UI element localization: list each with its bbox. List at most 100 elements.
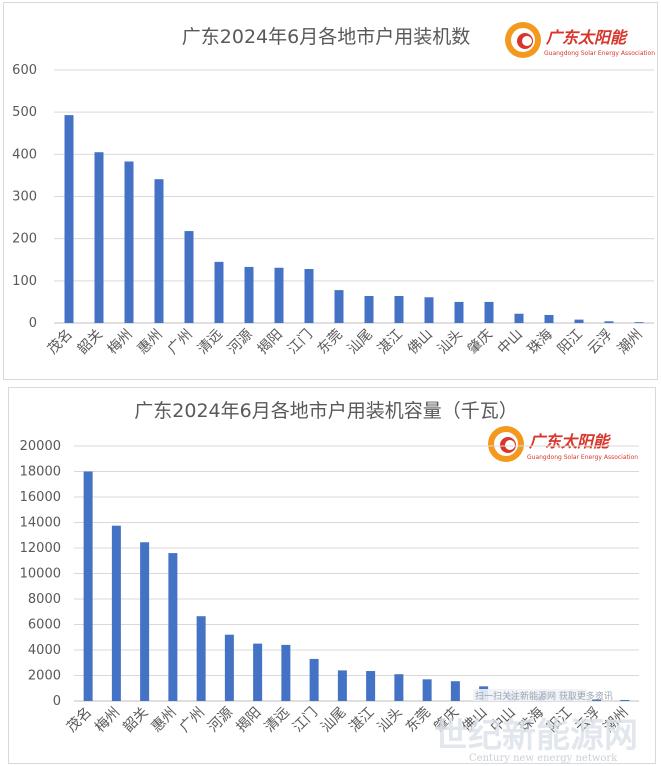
bar-肇庆 bbox=[450, 681, 460, 701]
bar-汕尾 bbox=[364, 296, 374, 323]
y-tick-label: 600 bbox=[12, 63, 37, 78]
bar-珠海 bbox=[544, 314, 554, 323]
y-tick-label: 100 bbox=[12, 274, 37, 289]
x-category-label: 阳江 bbox=[555, 327, 586, 358]
x-category-label: 梅州 bbox=[92, 705, 123, 736]
y-tick-label: 300 bbox=[12, 190, 37, 205]
association-logo: 广东太阳能 Guangdong Solar Energy Association bbox=[505, 22, 655, 58]
x-category-label: 惠州 bbox=[149, 705, 180, 736]
bar-潮州 bbox=[634, 322, 644, 323]
bar-清远 bbox=[214, 261, 224, 323]
y-tick-label: 0 bbox=[53, 694, 61, 709]
logo-subtitle: Guangdong Solar Energy Association bbox=[527, 454, 638, 461]
bar-汕头 bbox=[394, 674, 404, 701]
x-category-label: 茂名 bbox=[44, 326, 76, 358]
chart-title: 广东2024年6月各地市户用装机数 bbox=[182, 26, 470, 48]
bar-河源 bbox=[244, 266, 254, 323]
bar-湛江 bbox=[366, 671, 376, 701]
y-tick-label: 0 bbox=[29, 316, 37, 331]
watermark-banner: 扫一扫关注新能源网 获取更多资讯 bbox=[475, 690, 613, 702]
y-tick-label: 4000 bbox=[28, 643, 61, 658]
x-category-label: 佛山 bbox=[405, 327, 436, 358]
x-category-label: 肇庆 bbox=[465, 327, 496, 358]
bar-东莞 bbox=[334, 290, 344, 323]
bar-佛山 bbox=[424, 297, 434, 323]
x-category-label: 汕尾 bbox=[318, 705, 349, 736]
x-category-label: 清远 bbox=[262, 705, 293, 736]
bar-梅州 bbox=[111, 525, 121, 701]
watermark-en: Century new energy network bbox=[469, 753, 618, 764]
x-category-label: 广州 bbox=[177, 705, 208, 736]
x-category-label: 茂名 bbox=[63, 704, 95, 736]
x-category-label: 江门 bbox=[290, 705, 321, 736]
bar-汕尾 bbox=[337, 670, 347, 701]
bar-广州 bbox=[184, 231, 194, 323]
chart-title: 广东2024年6月各地市户用装机容量（千瓦） bbox=[134, 400, 517, 422]
y-tick-label: 500 bbox=[12, 105, 37, 120]
x-category-label: 广州 bbox=[165, 327, 196, 358]
x-category-label: 河源 bbox=[205, 705, 236, 736]
bar-江门 bbox=[309, 658, 319, 701]
y-tick-label: 400 bbox=[12, 147, 37, 162]
y-tick-label: 200 bbox=[12, 232, 37, 247]
watermark-cn: 世纪新能源网 bbox=[434, 716, 638, 756]
y-tick-label: 14000 bbox=[20, 516, 61, 531]
bar-广州 bbox=[196, 616, 206, 701]
bar-茂名 bbox=[83, 471, 93, 701]
bar-梅州 bbox=[124, 161, 134, 323]
bar-河源 bbox=[224, 634, 234, 701]
association-logo: 广东太阳能 Guangdong Solar Energy Association bbox=[488, 426, 638, 462]
logo-name: 广东太阳能 bbox=[545, 28, 628, 47]
bar-中山 bbox=[514, 313, 524, 323]
x-category-label: 汕头 bbox=[375, 705, 406, 736]
x-category-label: 湛江 bbox=[375, 327, 406, 358]
bar-江门 bbox=[304, 269, 314, 323]
y-tick-label: 10000 bbox=[20, 567, 61, 582]
y-tick-label: 6000 bbox=[28, 618, 61, 633]
x-category-label: 韶关 bbox=[75, 327, 106, 358]
bar-云浮 bbox=[604, 321, 614, 323]
chart-installations-capacity: 广东2024年6月各地市户用装机容量（千瓦） 广东太阳能 Guangdong S… bbox=[20, 400, 639, 764]
bar-韶关 bbox=[94, 152, 104, 323]
bar-肇庆 bbox=[484, 301, 494, 323]
x-category-label: 惠州 bbox=[135, 327, 166, 358]
y-tick-label: 8000 bbox=[28, 592, 61, 607]
bar-云浮 bbox=[592, 699, 602, 701]
site-watermark: 扫一扫关注新能源网 获取更多资讯 世纪新能源网 Century new ener… bbox=[434, 689, 638, 764]
x-category-label: 江门 bbox=[285, 327, 316, 358]
x-category-label: 揭阳 bbox=[255, 327, 286, 358]
x-category-label: 清远 bbox=[195, 327, 226, 358]
chart-installations-count: 广东2024年6月各地市户用装机数 广东太阳能 Guangdong Solar … bbox=[12, 22, 655, 358]
x-category-label: 汕尾 bbox=[345, 327, 376, 358]
x-category-label: 珠海 bbox=[525, 327, 556, 358]
bar-揭阳 bbox=[274, 267, 284, 323]
bar-惠州 bbox=[154, 179, 164, 323]
x-category-label: 云浮 bbox=[585, 327, 616, 358]
x-category-label: 河源 bbox=[225, 327, 256, 358]
bar-湛江 bbox=[394, 296, 404, 323]
x-category-label: 梅州 bbox=[105, 327, 136, 358]
y-tick-label: 12000 bbox=[20, 541, 61, 556]
x-category-label: 湛江 bbox=[346, 705, 377, 736]
bar-汕头 bbox=[454, 301, 464, 323]
logo-subtitle: Guangdong Solar Energy Association bbox=[544, 50, 655, 57]
x-category-label: 东莞 bbox=[315, 327, 346, 358]
chart-panel-capacity: 广东2024年6月各地市户用装机容量（千瓦） 广东太阳能 Guangdong S… bbox=[8, 387, 656, 764]
chart-panel-installations: 广东2024年6月各地市户用装机数 广东太阳能 Guangdong Solar … bbox=[3, 2, 658, 380]
bar-茂名 bbox=[64, 115, 74, 323]
bar-惠州 bbox=[168, 553, 178, 701]
bar-清远 bbox=[281, 644, 291, 701]
y-tick-label: 18000 bbox=[20, 465, 61, 480]
x-category-label: 韶关 bbox=[120, 705, 151, 736]
bar-韶关 bbox=[140, 542, 150, 701]
y-tick-label: 20000 bbox=[20, 439, 61, 454]
x-category-label: 东莞 bbox=[403, 705, 434, 736]
x-category-label: 汕头 bbox=[435, 327, 466, 358]
bar-揭阳 bbox=[253, 643, 263, 701]
logo-name: 广东太阳能 bbox=[528, 432, 611, 451]
x-category-label: 潮州 bbox=[615, 327, 646, 358]
bar-阳江 bbox=[574, 319, 584, 323]
y-tick-label: 2000 bbox=[28, 669, 61, 684]
bar-潮州 bbox=[620, 699, 630, 701]
y-tick-label: 16000 bbox=[20, 490, 61, 505]
